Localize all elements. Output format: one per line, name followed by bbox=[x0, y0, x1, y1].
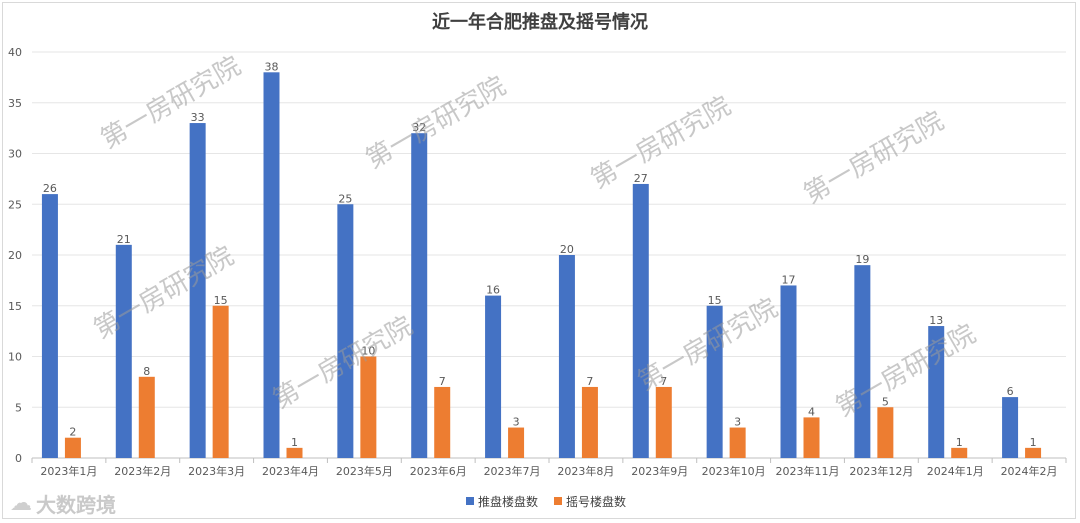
bar-yaohao bbox=[508, 427, 525, 458]
bar-tuipan bbox=[115, 244, 132, 458]
bar-tuipan bbox=[558, 255, 575, 458]
x-tick-label: 2023年5月 bbox=[336, 464, 393, 478]
y-axis: 0 5 10 15 20 25 30 35 40 bbox=[8, 46, 22, 465]
legend-label: 推盘楼盘数 bbox=[478, 494, 538, 509]
bar-tuipan bbox=[263, 72, 280, 459]
data-label: 38 bbox=[265, 60, 279, 73]
x-tick-label: 2023年3月 bbox=[188, 464, 245, 478]
bar-tuipan bbox=[337, 204, 354, 458]
bar-tuipan bbox=[780, 285, 797, 458]
data-label: 32 bbox=[412, 121, 426, 134]
data-label: 3 bbox=[734, 416, 741, 429]
bar-yaohao bbox=[951, 447, 968, 458]
bar-yaohao bbox=[803, 417, 820, 458]
bar-yaohao bbox=[360, 356, 377, 458]
y-tick-label: 5 bbox=[15, 401, 22, 414]
bar-yaohao bbox=[729, 427, 746, 458]
data-label: 7 bbox=[660, 375, 667, 388]
y-tick-label: 15 bbox=[8, 300, 22, 313]
bars bbox=[41, 72, 1042, 459]
y-tick-label: 10 bbox=[8, 351, 22, 364]
bar-yaohao bbox=[212, 305, 229, 458]
legend-label: 摇号楼盘数 bbox=[566, 494, 626, 509]
data-label: 27 bbox=[634, 172, 648, 185]
data-label: 15 bbox=[708, 294, 722, 307]
bar-yaohao bbox=[138, 376, 155, 458]
gridlines bbox=[32, 51, 1066, 459]
y-tick-label: 25 bbox=[8, 198, 22, 211]
data-label: 5 bbox=[882, 395, 889, 408]
data-label: 20 bbox=[560, 243, 574, 256]
bar-yaohao bbox=[581, 386, 598, 458]
y-tick-label: 40 bbox=[8, 46, 22, 59]
bar-yaohao bbox=[434, 386, 451, 458]
data-label: 1 bbox=[956, 436, 963, 449]
x-tick-label: 2023年8月 bbox=[557, 464, 614, 478]
data-labels: 2622183315381251032716320727715317419513… bbox=[43, 60, 1037, 449]
y-tick-label: 35 bbox=[8, 97, 22, 110]
chart-title: 近一年合肥推盘及摇号情况 bbox=[432, 11, 648, 33]
data-label: 33 bbox=[191, 111, 205, 124]
watermark-text: 第一房研究院 bbox=[799, 106, 949, 210]
y-tick-label: 20 bbox=[8, 249, 22, 262]
watermark-text: 第一房研究院 bbox=[586, 91, 736, 195]
data-label: 1 bbox=[1030, 436, 1037, 449]
bar-tuipan bbox=[41, 194, 58, 458]
bar-yaohao bbox=[64, 437, 81, 458]
brand-logo: ☁ 大数跨境 bbox=[10, 489, 116, 518]
x-tick-label: 2023年1月 bbox=[40, 464, 97, 478]
data-label: 13 bbox=[929, 314, 943, 327]
bar-tuipan bbox=[928, 326, 945, 458]
data-label: 10 bbox=[361, 345, 375, 358]
data-label: 7 bbox=[439, 375, 446, 388]
data-label: 6 bbox=[1007, 385, 1014, 398]
legend: 推盘楼盘数 摇号楼盘数 bbox=[466, 494, 626, 509]
bar-tuipan bbox=[485, 295, 502, 458]
data-label: 19 bbox=[855, 253, 869, 266]
x-tick-label: 2023年9月 bbox=[631, 464, 688, 478]
data-label: 1 bbox=[291, 436, 298, 449]
data-label: 16 bbox=[486, 284, 500, 297]
bar-tuipan bbox=[632, 183, 649, 458]
data-label: 26 bbox=[43, 182, 57, 195]
y-tick-label: 30 bbox=[8, 148, 22, 161]
data-label: 3 bbox=[513, 416, 520, 429]
x-tick-label: 2024年2月 bbox=[1001, 464, 1058, 478]
x-tick-label: 2023年11月 bbox=[776, 464, 840, 478]
bar-tuipan bbox=[1002, 397, 1019, 458]
legend-swatch bbox=[466, 497, 474, 505]
bar-tuipan bbox=[854, 265, 871, 458]
watermark-text: 第一房研究院 bbox=[361, 71, 511, 175]
legend-swatch bbox=[554, 497, 562, 505]
bar-yaohao bbox=[877, 407, 894, 458]
x-tick-label: 2023年4月 bbox=[262, 464, 319, 478]
bar-tuipan bbox=[411, 133, 428, 458]
data-label: 25 bbox=[338, 192, 352, 205]
y-tick-label: 0 bbox=[15, 452, 22, 465]
bar-yaohao bbox=[286, 447, 303, 458]
x-axis: 2023年1月 2023年2月 2023年3月 2023年4月 2023年5月 2023年… bbox=[31, 458, 1067, 478]
bar-yaohao bbox=[655, 386, 672, 458]
data-label: 17 bbox=[782, 273, 796, 286]
x-tick-label: 2023年10月 bbox=[702, 464, 766, 478]
x-tick-label: 2023年7月 bbox=[484, 464, 541, 478]
data-label: 15 bbox=[214, 294, 228, 307]
x-tick-label: 2024年1月 bbox=[927, 464, 984, 478]
bar-tuipan bbox=[706, 305, 723, 458]
x-tick-label: 2023年2月 bbox=[114, 464, 171, 478]
data-label: 2 bbox=[69, 426, 76, 439]
x-tick-label: 2023年12月 bbox=[849, 464, 913, 478]
x-tick-label: 2023年6月 bbox=[410, 464, 467, 478]
bar-yaohao bbox=[1025, 447, 1042, 458]
data-label: 21 bbox=[117, 233, 131, 246]
data-label: 7 bbox=[586, 375, 593, 388]
data-label: 8 bbox=[143, 365, 150, 378]
cloud-logo-icon: ☁ bbox=[10, 491, 32, 516]
brand-text: 大数跨境 bbox=[36, 493, 116, 517]
data-label: 4 bbox=[808, 405, 815, 418]
bar-tuipan bbox=[189, 123, 206, 459]
